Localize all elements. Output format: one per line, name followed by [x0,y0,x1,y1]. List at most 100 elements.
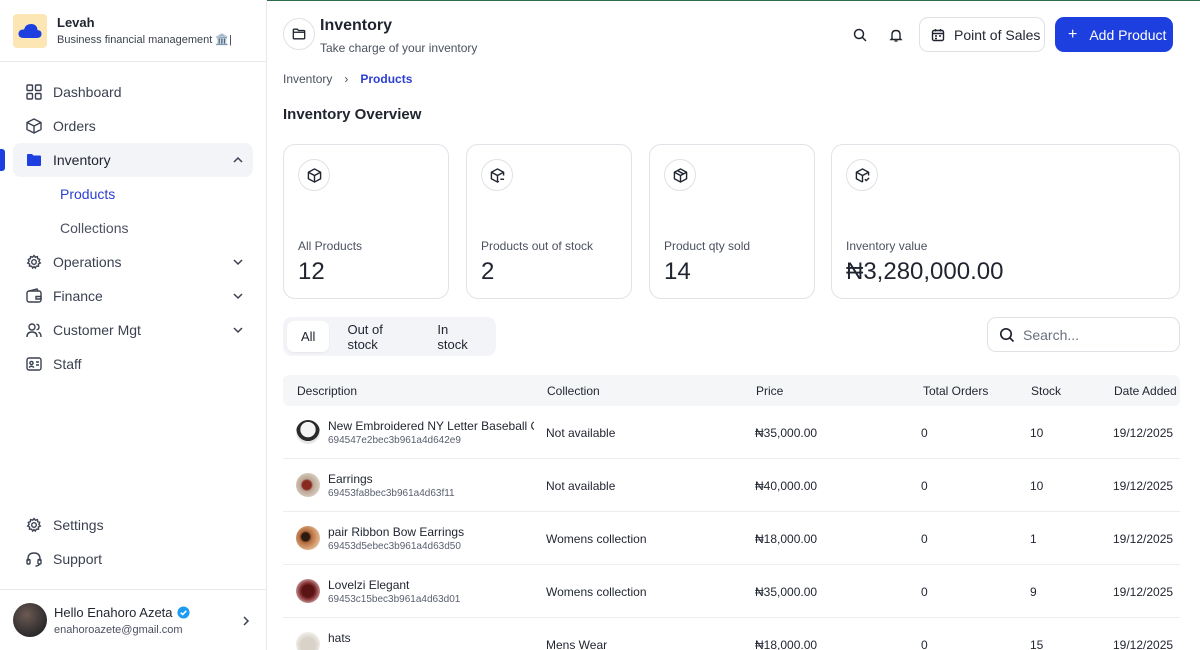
table-row[interactable]: hats Mens Wear ₦18,000.00 0 15 19/12/202… [283,618,1180,650]
cell-stock: 9 [1030,585,1037,599]
stat-label: All Products [298,239,363,253]
sidebar-item-label: Dashboard [53,84,122,100]
folder-icon [25,151,43,169]
bell-icon [889,28,903,42]
main-content: Inventory Take charge of your inventory … [268,0,1200,650]
product-thumbnail [296,526,320,550]
add-product-button[interactable]: + Add Product [1055,17,1173,52]
column-header-stock[interactable]: Stock [1031,384,1062,398]
sidebar-subitem-products[interactable]: Products [60,186,116,202]
avatar [13,603,47,637]
column-header-collection[interactable]: Collection [547,384,600,398]
dashboard-grid-icon [25,83,43,101]
cell-total-orders: 0 [921,479,928,493]
sidebar-item-finance[interactable]: Finance [13,279,253,313]
sidebar-item-staff[interactable]: Staff [13,347,253,381]
active-nav-marker [0,149,5,171]
products-table: Description Collection Price Total Order… [283,375,1180,650]
sidebar-item-label: Settings [53,517,104,533]
add-product-label: Add Product [1089,26,1167,43]
product-id: 69453c15bec3b961a4d63d01 [328,594,461,605]
sidebar-item-label: Inventory [53,152,111,168]
filter-tabs: All Out of stock In stock [283,317,496,356]
sidebar-item-label: Finance [53,288,103,304]
sidebar-item-orders[interactable]: Orders [13,109,253,143]
sidebar-bottom-nav: Settings Support [13,508,253,576]
brand-header[interactable]: Levah Business financial management 🏛️| [0,0,266,62]
stat-label: Inventory value [846,239,928,253]
stat-card-qty-sold: Product qty sold 14 [649,144,815,299]
search-button[interactable] [851,26,869,44]
page-title: Inventory [320,17,393,34]
chevron-right-icon [240,614,252,632]
product-id: 69453fa8bec3b961a4d63f11 [328,488,455,499]
wallet-icon [25,287,43,305]
cell-collection: Not available [546,479,616,493]
sidebar-item-dashboard[interactable]: Dashboard [13,75,253,109]
brand-subtitle: Business financial management 🏛️| [57,34,232,46]
sidebar-item-label: Customer Mgt [53,322,141,338]
cell-price: ₦18,000.00 [755,638,818,650]
product-id: 69453d5ebec3b961a4d63d50 [328,541,461,552]
cell-date-added: 19/12/2025 [1113,638,1174,650]
user-name: Hello Enahoro Azeta [54,604,173,620]
cell-price: ₦35,000.00 [755,585,818,599]
tab-all[interactable]: All [287,321,330,352]
product-name: Lovelzi Elegant [328,578,410,592]
chevron-down-icon [231,289,245,303]
tab-in-stock[interactable]: In stock [437,321,468,352]
sidebar-item-inventory[interactable]: Inventory [13,143,253,177]
brand-name: Levah [57,15,95,30]
sidebar-item-support[interactable]: Support [13,542,253,576]
gear-icon [25,516,43,534]
cell-total-orders: 0 [921,532,928,546]
cell-collection: Womens collection [546,585,647,599]
column-header-date-added[interactable]: Date Added [1114,384,1177,398]
search-icon [853,28,867,42]
breadcrumb: Inventory › Products [283,72,412,86]
table-row[interactable]: pair Ribbon Bow Earrings 69453d5ebec3b96… [283,512,1180,565]
cell-stock: 15 [1030,638,1044,650]
column-header-description[interactable]: Description [297,384,358,398]
cell-price: ₦35,000.00 [755,426,818,440]
id-card-icon [25,355,43,373]
sidebar-item-label: Orders [53,118,96,134]
sidebar-subitem-collections[interactable]: Collections [60,220,129,236]
notifications-button[interactable] [887,26,905,44]
cell-total-orders: 0 [921,426,928,440]
point-of-sales-button[interactable]: Point of Sales [919,17,1045,52]
column-header-total-orders[interactable]: Total Orders [923,384,989,398]
cell-collection: Mens Wear [546,638,608,650]
column-header-price[interactable]: Price [756,384,784,398]
table-row[interactable]: New Embroidered NY Letter Baseball C 694… [283,406,1180,459]
sidebar-item-label: Operations [53,254,122,270]
user-profile[interactable]: Hello Enahoro Azeta enahoroazete@gmail.c… [0,589,266,650]
headset-icon [25,550,43,568]
product-name: hats [328,631,351,645]
product-name: New Embroidered NY Letter Baseball C [328,419,534,433]
sidebar-item-settings[interactable]: Settings [13,508,253,542]
tab-out-of-stock[interactable]: Out of stock [347,321,383,352]
breadcrumb-inventory[interactable]: Inventory [283,72,333,86]
sidebar-item-customer-mgt[interactable]: Customer Mgt [13,313,253,347]
box-icon [25,117,43,135]
table-row[interactable]: Earrings 69453fa8bec3b961a4d63f11 Not av… [283,459,1180,512]
stat-label: Product qty sold [664,239,751,253]
stat-card-out-of-stock: Products out of stock 2 [466,144,632,299]
chevron-up-icon [231,153,245,167]
chevron-down-icon [231,255,245,269]
cell-stock: 1 [1030,532,1037,546]
package-icon [298,159,330,191]
cell-date-added: 19/12/2025 [1113,426,1174,440]
table-row[interactable]: Lovelzi Elegant 69453c15bec3b961a4d63d01… [283,565,1180,618]
calendar-icon [931,28,945,42]
package-check-icon [846,159,878,191]
cell-stock: 10 [1030,426,1044,440]
cell-price: ₦18,000.00 [755,532,818,546]
product-thumbnail [296,579,320,603]
sidebar: Levah Business financial management 🏛️| … [0,0,267,650]
search-input[interactable] [1023,326,1163,343]
product-thumbnail [296,473,320,497]
sidebar-item-operations[interactable]: Operations [13,245,253,279]
search-box[interactable] [987,317,1180,352]
